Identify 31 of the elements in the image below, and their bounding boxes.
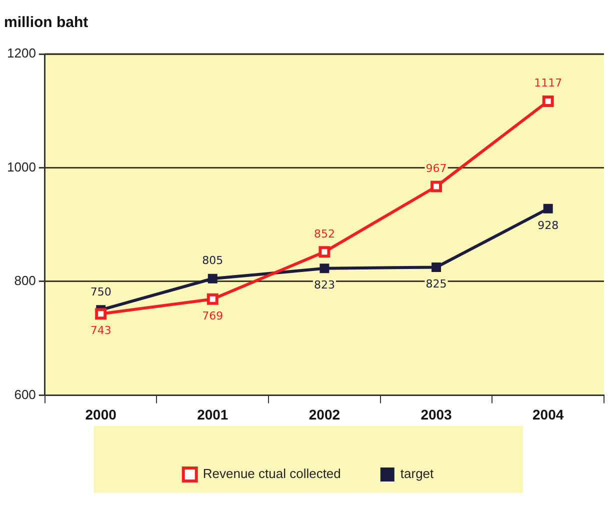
x-tick-label: 2003 (420, 406, 452, 422)
y-tick-label: 1200 (7, 46, 36, 61)
point (432, 262, 442, 272)
point (206, 293, 218, 305)
data-label: 852 (314, 227, 335, 240)
x-tick-label: 2004 (532, 406, 564, 422)
data-label: 805 (202, 254, 224, 267)
y-tick-label: 800 (14, 273, 36, 288)
point (208, 274, 218, 284)
x-tick-label: 2001 (197, 406, 228, 422)
data-label: 967 (426, 162, 447, 175)
data-label: 750 (90, 285, 112, 298)
data-label: 769 (202, 309, 224, 322)
y-tick-label: 1000 (7, 159, 36, 174)
data-label: 928 (538, 219, 559, 232)
point (430, 180, 442, 192)
y-axis-title: million baht (4, 14, 88, 32)
point (542, 95, 554, 107)
data-label: 1117 (534, 76, 562, 90)
point (543, 204, 553, 214)
data-label: 743 (90, 324, 112, 338)
legend-label: target (400, 466, 434, 482)
point (320, 264, 330, 274)
point (95, 308, 107, 320)
x-tick-label: 2002 (308, 406, 340, 422)
y-tick-label: 600 (14, 386, 36, 402)
x-tick-label: 2000 (85, 406, 117, 422)
legend-label: Revenue ctual collected (202, 466, 341, 482)
point (318, 246, 330, 258)
data-label: 825 (426, 278, 447, 291)
data-label: 823 (314, 278, 335, 292)
